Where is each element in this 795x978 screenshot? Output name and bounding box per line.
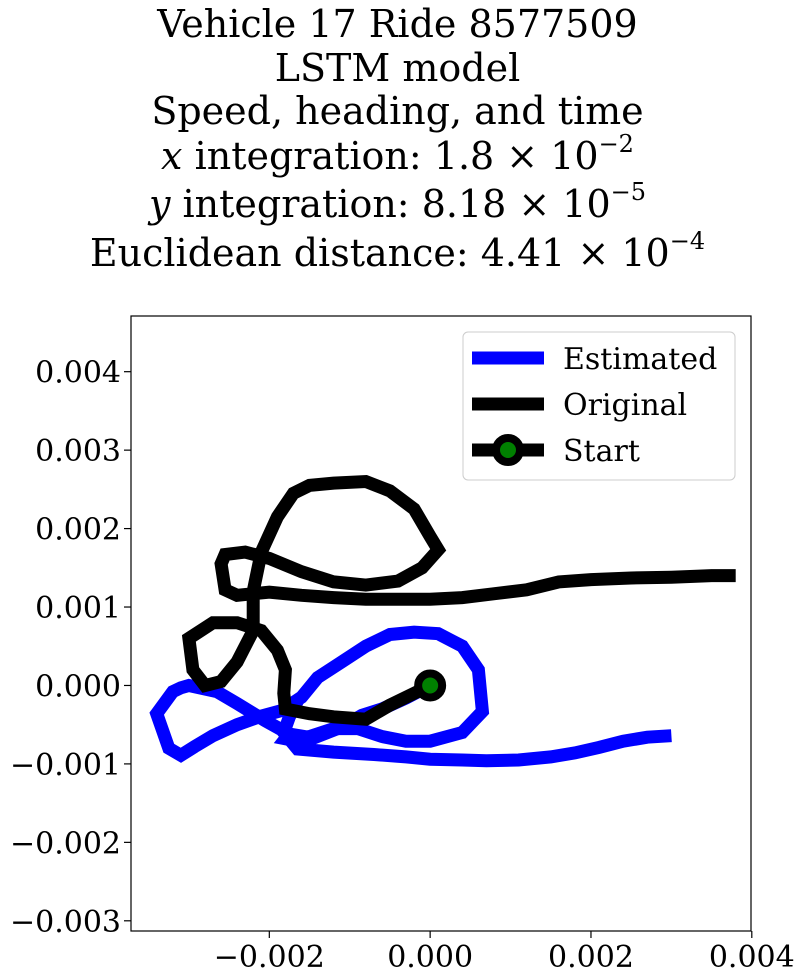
metric-mantissa: 4.41 [480,231,566,275]
legend-label-start: Start [563,434,640,469]
y-tick-label: 0.001 [35,591,121,626]
metric-var: x [161,134,183,178]
y-tick-label: −0.001 [10,748,121,783]
y-tick-label: −0.002 [10,826,121,861]
legend-box [462,331,736,481]
chart-title-y-integration: y integration: 8.18 × 10−5 [148,178,647,226]
metric-mantissa: 1.8 [433,134,495,178]
metric-label: integration: [182,134,434,178]
x-tick-label: 0.002 [548,940,634,975]
start-marker [414,669,447,702]
metric-exponent: −4 [669,227,706,255]
metric-exponent: −2 [598,130,634,158]
metric-label: Euclidean distance: [89,231,481,275]
chart-title-x-integration: x integration: 1.8 × 10−2 [161,130,634,178]
y-tick-label: 0.004 [35,356,121,391]
y-tick-label: −0.003 [10,905,121,940]
legend-start-marker [492,434,524,466]
y-tick-label: 0.003 [35,434,121,469]
y-tick-label: 0.002 [35,513,121,548]
metric-mantissa: 8.18 [421,182,507,226]
series-line-estimated-segment [273,625,490,748]
metric-exponent: −5 [610,178,647,206]
legend-label-original: Original [563,388,687,423]
x-tick-label: 0.004 [709,940,795,975]
y-tick-label: 0.000 [35,669,121,704]
x-tick-label: 0.000 [387,940,473,975]
chart-title-euclidean: Euclidean distance: 4.41 × 10−4 [89,227,706,275]
metric-label: integration: [170,182,422,226]
series-line-original [181,474,736,726]
axes-frame [130,315,752,932]
legend-label-estimated: Estimated [563,342,717,377]
metric-var: y [148,182,171,226]
chart-title-line-2: LSTM model [274,46,521,90]
chart-title-line-3: Speed, heading, and time [151,89,644,133]
x-tick-label: −0.002 [214,940,325,975]
chart-title-line-1: Vehicle 17 Ride 8577509 [157,2,638,46]
